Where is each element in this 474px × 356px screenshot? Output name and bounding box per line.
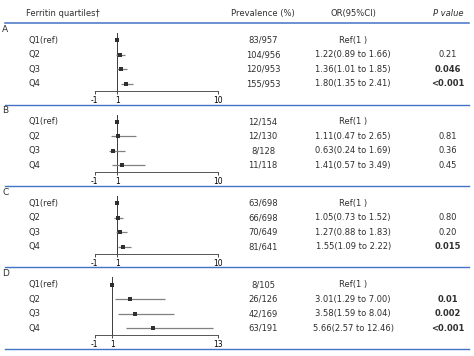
- Text: Q3: Q3: [28, 65, 40, 74]
- Text: 66/698: 66/698: [248, 213, 278, 222]
- Text: 104/956: 104/956: [246, 50, 280, 59]
- Text: Q3: Q3: [28, 228, 40, 237]
- Text: 0.015: 0.015: [435, 242, 461, 251]
- Text: Q4: Q4: [28, 161, 40, 170]
- Text: Prevalence (%): Prevalence (%): [231, 9, 295, 18]
- Text: 42/169: 42/169: [248, 309, 278, 318]
- Text: Q1(ref): Q1(ref): [28, 280, 58, 289]
- Text: 1.41(0.57 to 3.49): 1.41(0.57 to 3.49): [315, 161, 391, 170]
- Text: 0.21: 0.21: [439, 50, 457, 59]
- Text: Ref(1 ): Ref(1 ): [339, 117, 367, 126]
- Text: 26/126: 26/126: [248, 295, 278, 304]
- Text: C: C: [2, 188, 9, 197]
- Text: 0.002: 0.002: [435, 309, 461, 318]
- Text: Q1(ref): Q1(ref): [28, 199, 58, 208]
- Text: 0.20: 0.20: [439, 228, 457, 237]
- Text: Ref(1 ): Ref(1 ): [339, 36, 367, 45]
- Text: 0.01: 0.01: [438, 295, 458, 304]
- Text: 1.11(0.47 to 2.65): 1.11(0.47 to 2.65): [315, 132, 391, 141]
- Text: Q4: Q4: [28, 242, 40, 251]
- Text: Q2: Q2: [28, 132, 40, 141]
- Text: 3.58(1.59 to 8.04): 3.58(1.59 to 8.04): [315, 309, 391, 318]
- Text: 0.63(0.24 to 1.69): 0.63(0.24 to 1.69): [315, 146, 391, 155]
- Text: 83/957: 83/957: [248, 36, 278, 45]
- Text: Ref(1 ): Ref(1 ): [339, 199, 367, 208]
- Text: 3.01(1.29 to 7.00): 3.01(1.29 to 7.00): [315, 295, 391, 304]
- Text: A: A: [2, 25, 9, 34]
- Text: Ferritin quartiles†: Ferritin quartiles†: [26, 9, 100, 18]
- Text: B: B: [2, 106, 9, 115]
- Text: 11/118: 11/118: [248, 161, 278, 170]
- Text: Q1(ref): Q1(ref): [28, 117, 58, 126]
- Text: 0.81: 0.81: [438, 132, 457, 141]
- Text: 8/105: 8/105: [251, 280, 275, 289]
- Text: D: D: [2, 269, 9, 278]
- Text: 1.05(0.73 to 1.52): 1.05(0.73 to 1.52): [315, 213, 391, 222]
- Text: 12/130: 12/130: [248, 132, 278, 141]
- Text: 1.55(1.09 to 2.22): 1.55(1.09 to 2.22): [316, 242, 391, 251]
- Text: Q4: Q4: [28, 324, 40, 333]
- Text: 1.36(1.01 to 1.85): 1.36(1.01 to 1.85): [315, 65, 391, 74]
- Text: P value: P value: [433, 9, 463, 18]
- Text: Q2: Q2: [28, 295, 40, 304]
- Text: 81/641: 81/641: [248, 242, 278, 251]
- Text: 0.36: 0.36: [438, 146, 457, 155]
- Text: Ref(1 ): Ref(1 ): [339, 280, 367, 289]
- Text: <0.001: <0.001: [431, 79, 465, 88]
- Text: 8/128: 8/128: [251, 146, 275, 155]
- Text: 63/191: 63/191: [248, 324, 278, 333]
- Text: 63/698: 63/698: [248, 199, 278, 208]
- Text: Q2: Q2: [28, 50, 40, 59]
- Text: 12/154: 12/154: [248, 117, 278, 126]
- Text: Q2: Q2: [28, 213, 40, 222]
- Text: 0.45: 0.45: [439, 161, 457, 170]
- Text: 70/649: 70/649: [248, 228, 278, 237]
- Text: 155/953: 155/953: [246, 79, 280, 88]
- Text: 0.80: 0.80: [438, 213, 457, 222]
- Text: <0.001: <0.001: [431, 324, 465, 333]
- Text: 1.27(0.88 to 1.83): 1.27(0.88 to 1.83): [315, 228, 391, 237]
- Text: 0.046: 0.046: [435, 65, 461, 74]
- Text: OR(95%CI): OR(95%CI): [330, 9, 376, 18]
- Text: 120/953: 120/953: [246, 65, 280, 74]
- Text: Q1(ref): Q1(ref): [28, 36, 58, 45]
- Text: 5.66(2.57 to 12.46): 5.66(2.57 to 12.46): [313, 324, 393, 333]
- Text: 1.80(1.35 to 2.41): 1.80(1.35 to 2.41): [315, 79, 391, 88]
- Text: Q3: Q3: [28, 146, 40, 155]
- Text: Q4: Q4: [28, 79, 40, 88]
- Text: Q3: Q3: [28, 309, 40, 318]
- Text: 1.22(0.89 to 1.66): 1.22(0.89 to 1.66): [315, 50, 391, 59]
